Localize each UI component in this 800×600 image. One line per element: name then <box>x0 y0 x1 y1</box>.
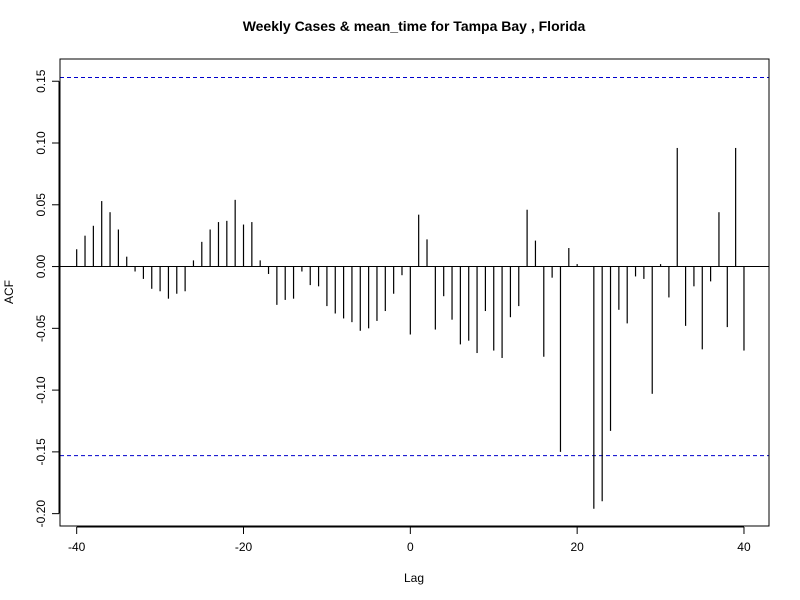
x-tick-label: 20 <box>570 540 584 554</box>
y-tick-label: 0.10 <box>34 131 48 155</box>
plot-frame <box>59 58 770 527</box>
x-tick-label: 0 <box>407 540 414 554</box>
x-tick-label: 40 <box>737 540 751 554</box>
x-tick-label: -40 <box>68 540 86 554</box>
y-axis-label: ACF <box>2 280 16 304</box>
chart-title: Weekly Cases & mean_time for Tampa Bay ,… <box>243 18 586 34</box>
x-tick-label: -20 <box>235 540 253 554</box>
y-tick-label: 0.05 <box>34 193 48 217</box>
y-tick-label: 0.15 <box>34 69 48 93</box>
y-tick-label: -0.20 <box>34 500 48 528</box>
y-tick-label: -0.15 <box>34 438 48 466</box>
y-tick-label: 0.00 <box>34 255 48 279</box>
x-axis-label: Lag <box>404 571 424 585</box>
y-tick-label: -0.10 <box>34 376 48 404</box>
y-tick-label: -0.05 <box>34 314 48 342</box>
